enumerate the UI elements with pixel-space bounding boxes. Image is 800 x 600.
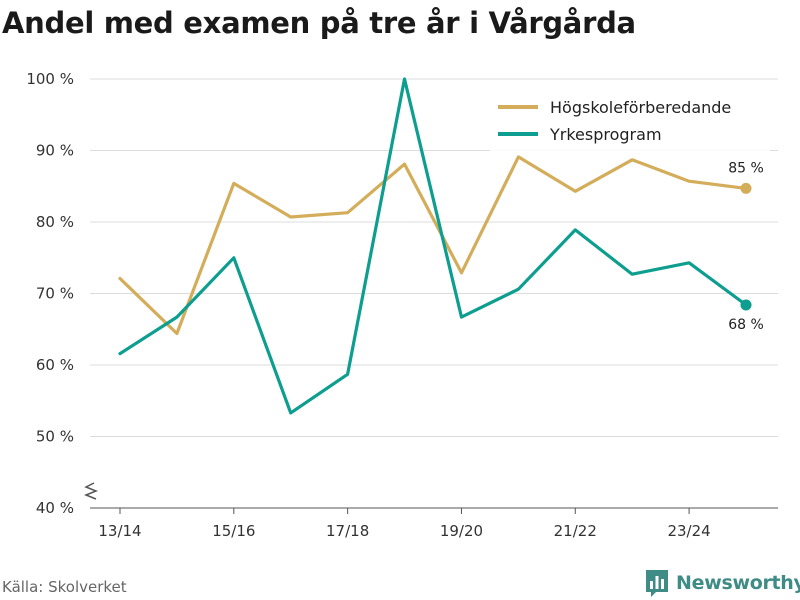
legend-item: Yrkesprogram [498, 125, 662, 144]
x-axis-tick-labels: 13/14 15/16 17/18 19/20 21/22 23/24 [98, 508, 711, 540]
end-value-label: 68 % [728, 317, 764, 333]
legend: Högskoleförberedande Yrkesprogram [490, 92, 770, 152]
y-tick-label: 100 % [26, 70, 74, 88]
legend-label: Yrkesprogram [549, 125, 662, 144]
source-note: Källa: Skolverket [2, 578, 127, 596]
axis-break-icon [83, 482, 99, 500]
legend-item: Högskoleförberedande [498, 98, 731, 117]
end-value-label: 85 % [728, 160, 764, 176]
brand-name: Newsworthy [676, 572, 800, 594]
x-tick-label: 21/22 [554, 522, 597, 540]
x-axis [83, 482, 778, 509]
chart-title: Andel med examen på tre år i Vårgårda [2, 6, 636, 40]
brand-logo: Newsworthy [644, 568, 800, 598]
y-tick-label: 40 % [36, 499, 74, 517]
legend-label: Högskoleförberedande [550, 98, 731, 117]
x-tick-label: 15/16 [212, 522, 255, 540]
series-end-point [740, 299, 752, 311]
x-tick-label: 23/24 [667, 522, 710, 540]
series-0: 85 % [118, 155, 764, 336]
y-tick-label: 50 % [36, 428, 74, 446]
series-1: 68 % [118, 77, 764, 415]
legend-background [490, 92, 770, 152]
x-tick-label: 19/20 [440, 522, 483, 540]
y-tick-label: 90 % [36, 142, 74, 160]
x-tick-label: 17/18 [326, 522, 369, 540]
series-line [118, 155, 748, 336]
y-tick-label: 70 % [36, 285, 74, 303]
bar-chart-logo-icon [646, 570, 668, 597]
data-series: 85 % 68 % [118, 77, 764, 415]
y-tick-label: 60 % [36, 356, 74, 374]
series-line [118, 77, 748, 415]
series-end-point [740, 182, 752, 194]
y-axis-tick-labels: 40 % 50 % 60 % 70 % 80 % 90 % 100 % [26, 70, 74, 517]
x-tick-label: 13/14 [98, 522, 141, 540]
y-tick-label: 80 % [36, 213, 74, 231]
